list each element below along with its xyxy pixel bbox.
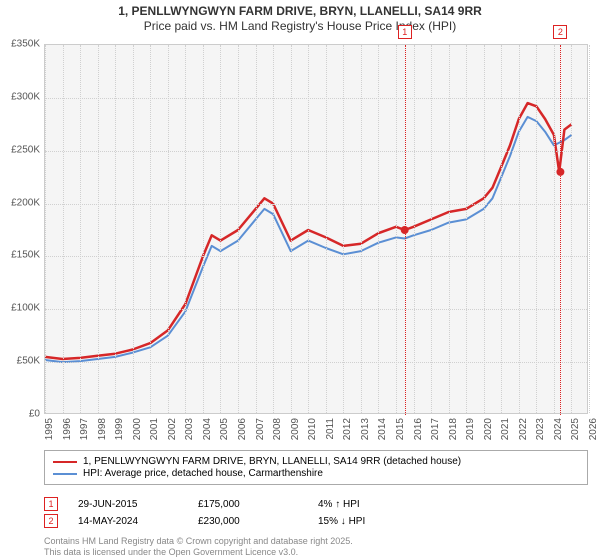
marker-badge-icon: 2: [44, 514, 58, 528]
chart-title: 1, PENLLWYNGWYN FARM DRIVE, BRYN, LLANEL…: [0, 0, 600, 35]
y-tick-label: £150K: [11, 250, 40, 261]
x-tick-label: 2014: [377, 418, 388, 440]
x-tick-label: 1997: [79, 418, 90, 440]
y-tick-label: £200K: [11, 197, 40, 208]
x-tick-label: 2004: [202, 418, 213, 440]
legend-swatch-icon: [53, 473, 77, 475]
y-tick-label: £300K: [11, 91, 40, 102]
sale-delta: 15% ↓ HPI: [318, 516, 418, 527]
sale-row: 1 29-JUN-2015 £175,000 4% ↑ HPI: [44, 497, 588, 511]
y-tick-label: £0: [29, 409, 40, 420]
x-tick-label: 2025: [570, 418, 581, 440]
y-tick-label: £50K: [17, 356, 40, 367]
x-tick-label: 2012: [342, 418, 353, 440]
marker-badge-icon: 1: [44, 497, 58, 511]
x-tick-label: 1999: [114, 418, 125, 440]
legend: 1, PENLLWYNGWYN FARM DRIVE, BRYN, LLANEL…: [44, 450, 588, 485]
sale-date: 29-JUN-2015: [78, 499, 178, 510]
x-tick-label: 2015: [395, 418, 406, 440]
legend-label: 1, PENLLWYNGWYN FARM DRIVE, BRYN, LLANEL…: [83, 456, 461, 467]
x-tick-label: 2019: [465, 418, 476, 440]
title-line-2: Price paid vs. HM Land Registry's House …: [10, 19, 590, 33]
title-line-1: 1, PENLLWYNGWYN FARM DRIVE, BRYN, LLANEL…: [10, 4, 590, 18]
credits: Contains HM Land Registry data © Crown c…: [44, 536, 588, 558]
y-tick-label: £350K: [11, 39, 40, 50]
sale-row: 2 14-MAY-2024 £230,000 15% ↓ HPI: [44, 514, 588, 528]
x-tick-label: 2009: [290, 418, 301, 440]
chart-marker-icon: 2: [553, 25, 567, 39]
legend-swatch-icon: [53, 461, 77, 463]
sale-price: £230,000: [198, 516, 298, 527]
x-axis: 1995 1996 1997 1998 1999 2000 2001 2002 2003 2004…: [44, 416, 588, 446]
chart-svg: [45, 45, 589, 415]
x-tick-label: 2013: [360, 418, 371, 440]
x-tick-label: 2010: [307, 418, 318, 440]
x-tick-label: 2002: [167, 418, 178, 440]
credits-line-1: Contains HM Land Registry data © Crown c…: [44, 536, 588, 547]
x-tick-label: 2026: [588, 418, 599, 440]
x-tick-label: 2020: [483, 418, 494, 440]
x-tick-label: 2018: [448, 418, 459, 440]
legend-label: HPI: Average price, detached house, Carm…: [83, 468, 323, 479]
chart-marker-icon: 1: [398, 25, 412, 39]
sale-delta: 4% ↑ HPI: [318, 499, 418, 510]
x-tick-label: 1996: [62, 418, 73, 440]
x-tick-label: 2006: [237, 418, 248, 440]
sale-date: 14-MAY-2024: [78, 516, 178, 527]
x-tick-label: 2017: [430, 418, 441, 440]
x-tick-label: 2023: [535, 418, 546, 440]
legend-item-hpi: HPI: Average price, detached house, Carm…: [53, 468, 579, 479]
sale-events: 1 29-JUN-2015 £175,000 4% ↑ HPI 2 14-MAY…: [44, 494, 588, 531]
x-tick-label: 2005: [219, 418, 230, 440]
x-tick-label: 2008: [272, 418, 283, 440]
x-tick-label: 2007: [255, 418, 266, 440]
chart-container: 1, PENLLWYNGWYN FARM DRIVE, BRYN, LLANEL…: [0, 0, 600, 560]
x-tick-label: 1995: [44, 418, 55, 440]
credits-line-2: This data is licensed under the Open Gov…: [44, 547, 588, 558]
x-tick-label: 2003: [184, 418, 195, 440]
plot-area: 12: [44, 44, 588, 414]
x-tick-label: 1998: [97, 418, 108, 440]
x-tick-label: 2016: [413, 418, 424, 440]
x-tick-label: 2022: [518, 418, 529, 440]
x-tick-label: 2001: [149, 418, 160, 440]
y-tick-label: £100K: [11, 303, 40, 314]
x-tick-label: 2021: [500, 418, 511, 440]
x-tick-label: 2000: [132, 418, 143, 440]
y-axis: £0£50K£100K£150K£200K£250K£300K£350K: [0, 44, 42, 414]
legend-item-price: 1, PENLLWYNGWYN FARM DRIVE, BRYN, LLANEL…: [53, 456, 579, 467]
x-tick-label: 2011: [325, 418, 336, 440]
y-tick-label: £250K: [11, 144, 40, 155]
x-tick-label: 2024: [553, 418, 564, 440]
sale-price: £175,000: [198, 499, 298, 510]
